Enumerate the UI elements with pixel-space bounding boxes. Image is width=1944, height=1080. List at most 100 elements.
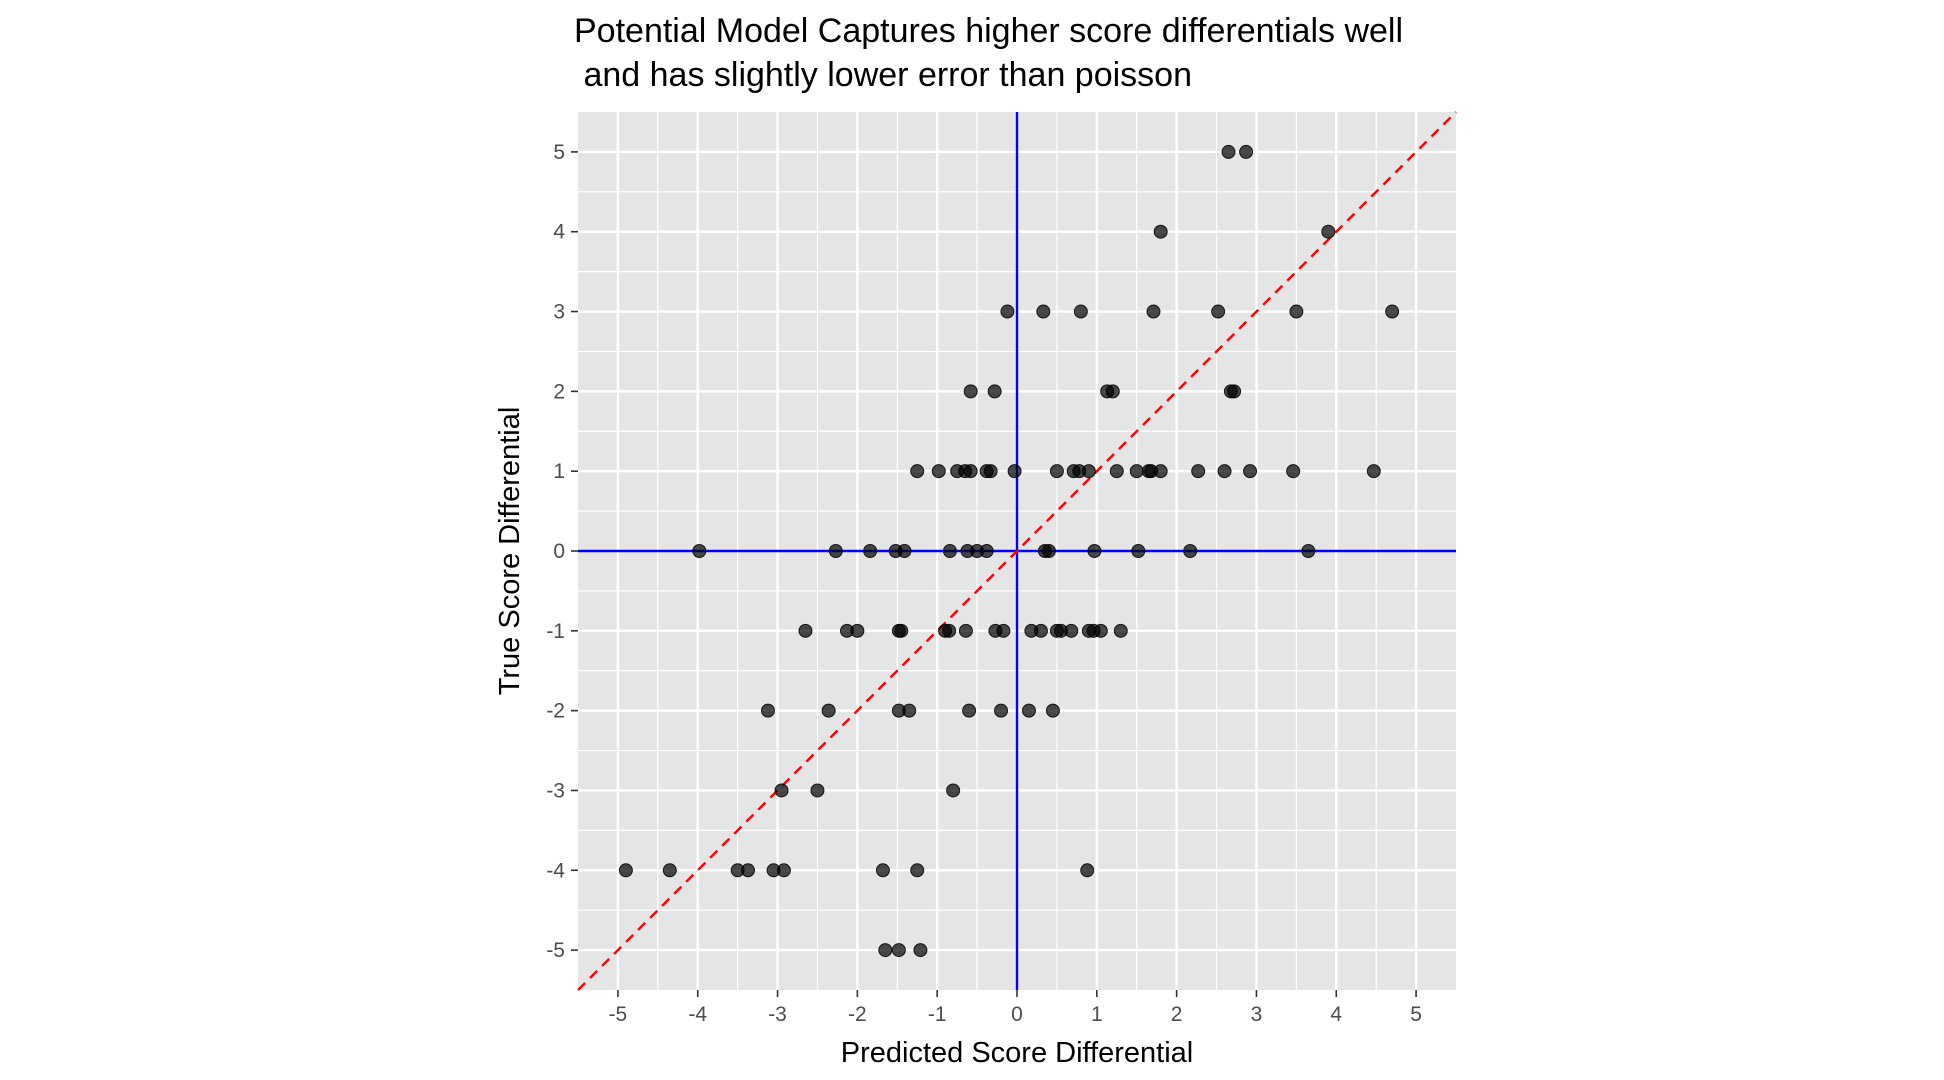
data-point <box>987 384 1002 399</box>
data-point <box>850 623 865 638</box>
data-point <box>1243 464 1258 479</box>
chart-title-line-1: Potential Model Captures higher score di… <box>574 12 1403 50</box>
data-point <box>828 544 843 558</box>
data-point <box>1217 464 1232 479</box>
x-tick-label: 5 <box>1410 1003 1422 1026</box>
data-point <box>962 703 977 718</box>
data-point <box>942 544 957 558</box>
data-point <box>1191 464 1206 479</box>
data-point <box>1153 224 1168 239</box>
data-point <box>994 703 1009 718</box>
data-point <box>1129 464 1144 479</box>
data-point <box>1021 703 1036 718</box>
y-tick-label: 3 <box>553 301 565 324</box>
y-tick-label: -1 <box>546 620 565 643</box>
y-tick-label: -3 <box>546 779 565 802</box>
data-point <box>1113 623 1128 638</box>
data-point <box>1221 144 1236 159</box>
data-point <box>1239 144 1254 159</box>
x-tick-label: 3 <box>1251 1003 1263 1026</box>
data-point <box>1385 304 1400 319</box>
data-point <box>1109 464 1124 479</box>
data-point <box>1000 304 1015 319</box>
data-point <box>979 544 994 558</box>
data-point <box>958 623 973 638</box>
data-point <box>1080 863 1095 878</box>
data-point <box>913 943 928 958</box>
data-point <box>821 703 836 718</box>
data-point <box>1105 384 1120 399</box>
data-point <box>1301 544 1316 558</box>
y-tick-label: -2 <box>546 700 565 723</box>
data-point <box>863 544 878 558</box>
data-point <box>1146 304 1161 319</box>
data-point <box>942 623 957 638</box>
x-axis-ticks: -5 -4 -3 -2 -1 0 1 2 3 4 5 <box>609 990 1422 1026</box>
data-point <box>1211 304 1226 319</box>
x-tick-label: 1 <box>1091 1003 1103 1026</box>
data-point <box>1007 464 1022 479</box>
data-point <box>798 623 813 638</box>
data-point <box>1087 544 1102 558</box>
data-point <box>875 863 890 878</box>
data-point <box>1033 623 1048 638</box>
data-point <box>810 783 825 798</box>
y-tick-label: 5 <box>553 141 565 164</box>
x-tick-label: -3 <box>768 1003 787 1026</box>
data-point <box>741 863 756 878</box>
data-point <box>1289 304 1304 319</box>
data-point <box>760 703 775 718</box>
data-point <box>692 544 707 558</box>
y-axis-title: True Score Differential <box>494 407 526 696</box>
identity-dashed-line <box>577 111 1457 991</box>
data-point <box>776 863 791 878</box>
y-tick-label: 4 <box>553 221 565 244</box>
y-tick-label: 1 <box>553 460 565 483</box>
y-axis-ticks: -5 -4 -3 -2 -1 0 1 2 3 4 5 <box>546 141 578 962</box>
data-point <box>1153 464 1168 479</box>
data-point <box>963 464 978 479</box>
data-point <box>910 863 925 878</box>
data-point <box>1036 304 1051 319</box>
data-point <box>931 464 946 479</box>
chart-title-line-2: and has slightly lower error than poisso… <box>574 56 1192 94</box>
x-tick-label: -2 <box>848 1003 867 1026</box>
y-tick-label: -4 <box>546 859 565 882</box>
data-point <box>963 384 978 399</box>
data-point <box>1049 464 1064 479</box>
data-point <box>774 783 789 798</box>
x-tick-label: 4 <box>1330 1003 1342 1026</box>
data-point <box>1366 464 1381 479</box>
data-point <box>902 703 917 718</box>
y-tick-label: 0 <box>553 540 565 563</box>
data-point <box>996 623 1011 638</box>
data-point <box>1045 703 1060 718</box>
x-tick-label: 0 <box>1011 1003 1023 1026</box>
data-point <box>894 623 909 638</box>
data-point <box>891 943 906 958</box>
x-tick-label: -1 <box>928 1003 947 1026</box>
data-point <box>1041 544 1056 558</box>
data-point <box>1131 544 1146 558</box>
y-tick-label: 2 <box>553 380 565 403</box>
data-point <box>1073 304 1088 319</box>
data-point <box>946 783 961 798</box>
data-point <box>1286 464 1301 479</box>
data-point <box>983 464 998 479</box>
data-point <box>878 943 893 958</box>
x-tick-label: -5 <box>609 1003 628 1026</box>
data-point <box>1183 544 1198 558</box>
data-point <box>618 863 633 878</box>
x-axis-title: Predicted Score Differential <box>841 1037 1193 1069</box>
data-point <box>1093 623 1108 638</box>
x-tick-label: -4 <box>688 1003 707 1026</box>
data-point <box>1321 224 1336 239</box>
data-point <box>1064 623 1079 638</box>
data-point <box>662 863 677 878</box>
data-point <box>910 464 925 479</box>
x-tick-label: 2 <box>1171 1003 1183 1026</box>
data-point <box>897 544 912 558</box>
data-point <box>1227 384 1242 399</box>
data-points <box>618 144 1400 958</box>
